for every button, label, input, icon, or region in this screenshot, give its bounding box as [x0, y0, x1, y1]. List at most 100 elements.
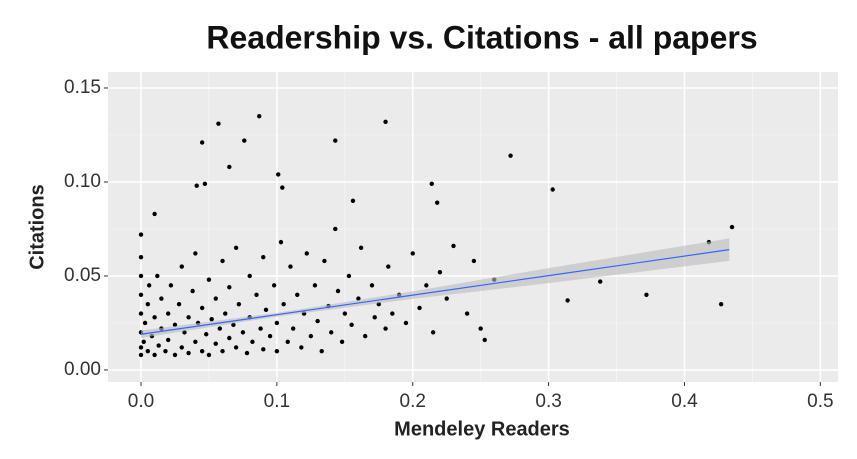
x-tick-label: 0.3: [535, 391, 561, 412]
point: [199, 305, 205, 311]
point: [152, 315, 157, 320]
point: [437, 270, 443, 275]
point: [152, 211, 157, 217]
point: [155, 273, 160, 279]
point: [333, 226, 338, 232]
point: [236, 301, 242, 307]
point: [138, 352, 144, 358]
point: [138, 292, 144, 297]
y-tick-label: 0.05: [64, 265, 101, 286]
x-tick-label: 0.0: [128, 391, 154, 412]
point: [276, 172, 281, 177]
x-tick-label: 0.4: [671, 391, 698, 412]
point: [550, 187, 555, 192]
point: [165, 311, 171, 316]
point: [227, 285, 232, 290]
point: [233, 345, 239, 350]
y-tick-label: 0.15: [64, 77, 101, 98]
point: [145, 301, 151, 307]
point: [451, 243, 456, 249]
point: [424, 283, 429, 288]
x-tick-label: 0.5: [807, 391, 833, 412]
point: [193, 339, 198, 344]
point: [335, 288, 341, 294]
point: [471, 258, 477, 264]
point: [216, 121, 221, 126]
point: [231, 322, 236, 328]
point: [199, 140, 205, 145]
point: [271, 283, 277, 288]
point: [304, 251, 309, 256]
point: [233, 245, 239, 250]
point: [199, 348, 205, 354]
point: [250, 339, 255, 344]
point: [194, 183, 199, 188]
point: [478, 326, 483, 331]
x-tick-label: 0.2: [400, 391, 426, 412]
point: [163, 348, 168, 354]
smooth-line: [140, 249, 730, 335]
point: [464, 311, 470, 316]
point: [186, 350, 191, 356]
point: [257, 113, 262, 119]
point: [179, 345, 184, 350]
point: [159, 296, 164, 301]
point: [263, 307, 269, 313]
point: [333, 138, 338, 143]
point: [390, 311, 395, 316]
point: [220, 348, 225, 354]
point: [213, 296, 218, 301]
point: [209, 317, 214, 322]
point: [186, 315, 191, 320]
point: [242, 138, 247, 143]
point: [386, 264, 391, 269]
point: [508, 153, 513, 158]
y-axis-title: Citations: [26, 184, 48, 270]
point: [329, 330, 334, 335]
point: [244, 350, 250, 356]
point: [299, 345, 304, 350]
point: [288, 264, 293, 269]
point: [138, 311, 144, 316]
point: [179, 264, 184, 269]
point: [280, 185, 285, 190]
point: [206, 277, 212, 282]
panel: [108, 72, 838, 382]
point: [312, 283, 318, 288]
point: [285, 339, 290, 344]
point: [141, 339, 146, 344]
point: [261, 347, 266, 352]
point: [482, 337, 487, 343]
point: [644, 292, 649, 297]
point: [729, 224, 735, 230]
point: [138, 345, 144, 350]
point: [278, 239, 284, 245]
point: [247, 273, 252, 279]
point: [261, 254, 266, 260]
point: [172, 352, 178, 358]
point: [227, 164, 232, 170]
point: [295, 292, 300, 297]
point: [213, 341, 218, 346]
point: [565, 298, 570, 303]
x-tick-label: 0.1: [264, 391, 290, 412]
point: [138, 273, 144, 279]
point: [383, 119, 388, 125]
point: [383, 326, 388, 331]
point: [176, 301, 182, 307]
point: [138, 254, 144, 260]
point: [204, 332, 209, 337]
point: [254, 292, 259, 297]
point: [319, 348, 324, 354]
point: [430, 330, 436, 335]
point: [202, 181, 208, 187]
chart-title: Readership vs. Citations - all papers: [206, 19, 757, 55]
point: [258, 326, 263, 331]
point: [346, 273, 352, 279]
point: [429, 181, 434, 187]
point: [240, 330, 246, 335]
point: [339, 339, 345, 344]
point: [342, 311, 348, 316]
